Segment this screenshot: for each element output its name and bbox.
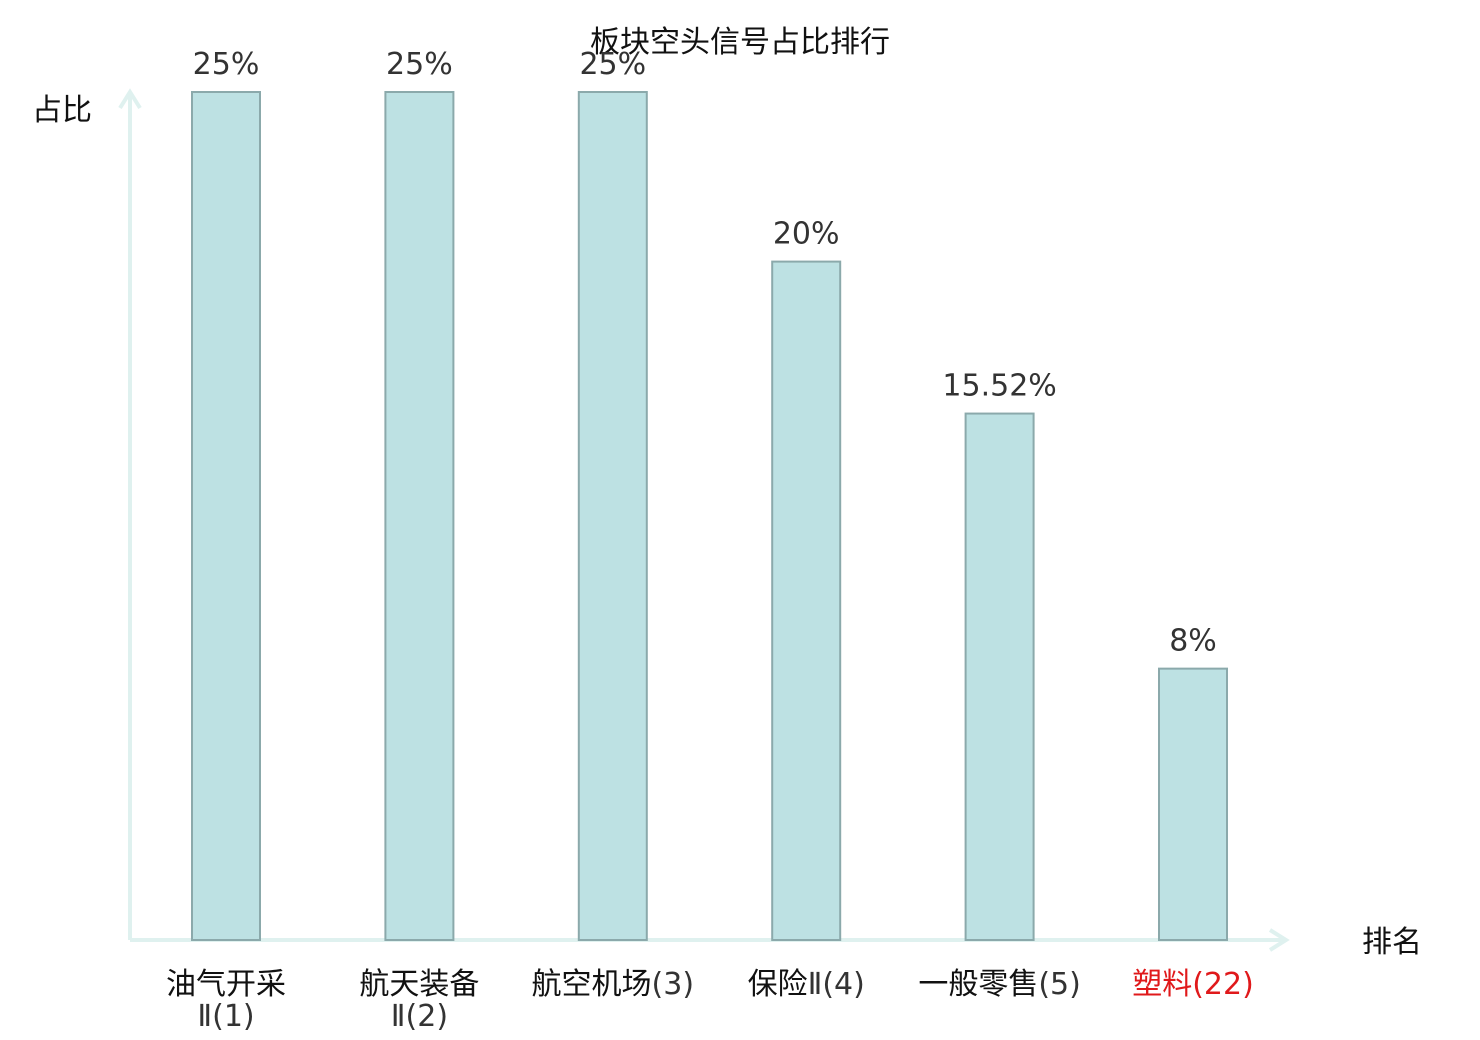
chart-title: 板块空头信号占比排行 <box>590 25 890 60</box>
category-name: 保险 <box>748 967 808 1002</box>
bar <box>771 260 842 942</box>
category-label: 塑料(22) <box>1132 967 1254 1002</box>
category-rank: (5) <box>1038 967 1081 1002</box>
category-label: 油气开采 <box>166 967 286 1002</box>
category-label: 航空机场(3) <box>532 967 695 1002</box>
bars <box>191 91 1228 942</box>
bar <box>964 412 1035 942</box>
category-label: 保险Ⅱ(4) <box>748 967 865 1002</box>
category-rank: Ⅱ(4) <box>808 967 865 1002</box>
category-name: 航空机场 <box>532 967 652 1002</box>
value-label: 25% <box>193 47 260 82</box>
y-axis-arrow <box>118 88 142 110</box>
bar <box>191 91 261 941</box>
category-label: 航天装备 <box>359 967 479 1002</box>
bar <box>1158 667 1228 941</box>
x-axis-label: 排名 <box>1362 925 1422 960</box>
x-axis-arrow <box>1268 928 1290 952</box>
category-name: 塑料 <box>1132 967 1192 1002</box>
category-rank: Ⅱ(1) <box>197 999 254 1034</box>
y-axis-label: 占比 <box>32 93 92 128</box>
bar <box>384 91 455 941</box>
category-name: 一般零售 <box>918 967 1038 1002</box>
value-label: 20% <box>773 217 840 252</box>
category-rank: (22) <box>1192 967 1254 1002</box>
value-label: 8% <box>1169 624 1217 659</box>
category-label: 一般零售(5) <box>918 967 1081 1002</box>
x-axis: 排名 <box>130 925 1422 960</box>
value-labels: 25% 25% 25% 20% 15.52% 8% <box>193 47 1217 659</box>
category-rank: (3) <box>652 967 695 1002</box>
bar <box>577 91 648 941</box>
value-label: 25% <box>386 47 453 82</box>
category-rank: Ⅱ(2) <box>391 999 448 1034</box>
y-axis: 占比 <box>32 88 142 940</box>
value-label: 15.52% <box>942 369 1056 404</box>
value-label: 25% <box>579 47 646 82</box>
